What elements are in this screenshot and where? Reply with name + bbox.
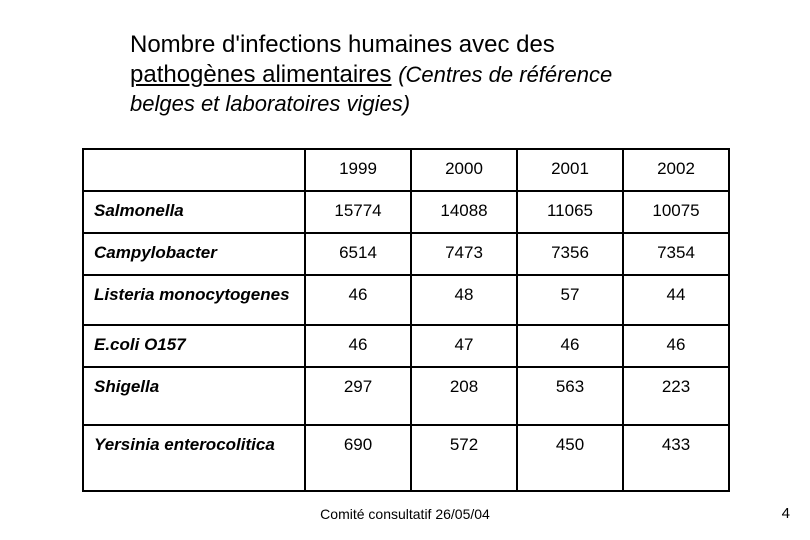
value-cell: 690	[305, 425, 411, 491]
value-cell: 450	[517, 425, 623, 491]
value-cell: 46	[305, 275, 411, 325]
header-year: 1999	[305, 149, 411, 191]
infections-table: 1999 2000 2001 2002 Salmonella1577414088…	[82, 148, 730, 492]
table-header-row: 1999 2000 2001 2002	[83, 149, 729, 191]
table-row: Shigella297208563223	[83, 367, 729, 425]
table-row: E.coli O15746474646	[83, 325, 729, 367]
pathogen-label: Campylobacter	[83, 233, 305, 275]
table-row: Listeria monocytogenes46485744	[83, 275, 729, 325]
title-line-1: Nombre d'infections humaines avec des pa…	[130, 30, 750, 90]
value-cell: 208	[411, 367, 517, 425]
table-row: Salmonella15774140881106510075	[83, 191, 729, 233]
title-sub-line: belges et laboratoires vigies)	[130, 90, 750, 119]
value-cell: 433	[623, 425, 729, 491]
table-row: Yersinia enterocolitica690572450433	[83, 425, 729, 491]
value-cell: 46	[305, 325, 411, 367]
header-year: 2000	[411, 149, 517, 191]
value-cell: 57	[517, 275, 623, 325]
value-cell: 7473	[411, 233, 517, 275]
pathogen-label: Listeria monocytogenes	[83, 275, 305, 325]
value-cell: 7354	[623, 233, 729, 275]
title-sub-inline: (Centres de référence	[398, 62, 612, 87]
value-cell: 6514	[305, 233, 411, 275]
table-row: Campylobacter6514747373567354	[83, 233, 729, 275]
value-cell: 7356	[517, 233, 623, 275]
value-cell: 15774	[305, 191, 411, 233]
pathogen-label: E.coli O157	[83, 325, 305, 367]
header-blank	[83, 149, 305, 191]
slide-number: 4	[782, 505, 790, 522]
value-cell: 47	[411, 325, 517, 367]
value-cell: 11065	[517, 191, 623, 233]
value-cell: 223	[623, 367, 729, 425]
value-cell: 14088	[411, 191, 517, 233]
title-text-1: Nombre d'infections humaines avec des	[130, 31, 555, 58]
value-cell: 48	[411, 275, 517, 325]
header-year: 2002	[623, 149, 729, 191]
value-cell: 44	[623, 275, 729, 325]
value-cell: 46	[517, 325, 623, 367]
pathogen-label: Shigella	[83, 367, 305, 425]
value-cell: 46	[623, 325, 729, 367]
pathogen-label: Yersinia enterocolitica	[83, 425, 305, 491]
header-year: 2001	[517, 149, 623, 191]
value-cell: 572	[411, 425, 517, 491]
footer-text: Comité consultatif 26/05/04	[0, 506, 810, 522]
data-table-container: 1999 2000 2001 2002 Salmonella1577414088…	[82, 148, 728, 492]
value-cell: 297	[305, 367, 411, 425]
value-cell: 10075	[623, 191, 729, 233]
slide-title: Nombre d'infections humaines avec des pa…	[130, 30, 750, 119]
value-cell: 563	[517, 367, 623, 425]
pathogen-label: Salmonella	[83, 191, 305, 233]
title-text-2: pathogènes alimentaires	[130, 61, 392, 88]
